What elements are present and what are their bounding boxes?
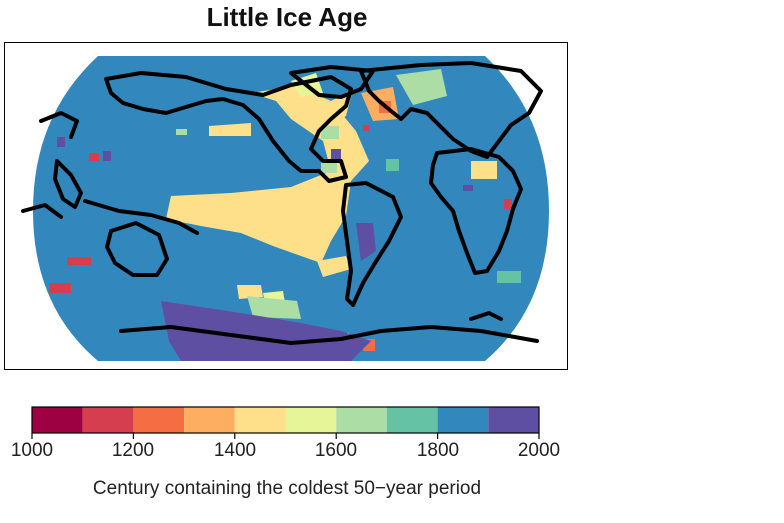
colorbar-segment [437,407,489,433]
colorbar-segment [133,407,185,433]
colorbar-segment [184,407,235,433]
colorbar-segment [285,407,337,433]
colorbar-segment [386,407,438,433]
coastlines [21,61,543,345]
colorbar-segment [336,407,387,433]
map-panel [4,42,568,370]
colorbar-tick-label: 1200 [111,440,155,461]
colorbar-tick-label: 1800 [416,440,460,461]
colorbar-tick-label: 2000 [517,440,561,461]
colorbar-segment [82,407,134,433]
colorbar-segment [488,407,539,433]
colorbar-segment [32,407,83,433]
colorbar-tick-label: 1600 [314,440,358,461]
colorbar-border [31,406,540,434]
colorbar-tick-label: 1400 [213,440,257,461]
colorbar-segment [234,407,286,433]
colorbar [31,406,540,439]
colorbar-title: Century containing the coldest 50−year p… [92,478,482,499]
colorbar-tick-label: 1000 [10,440,54,461]
world-map [21,56,549,361]
map-title: Little Ice Age [206,2,368,32]
